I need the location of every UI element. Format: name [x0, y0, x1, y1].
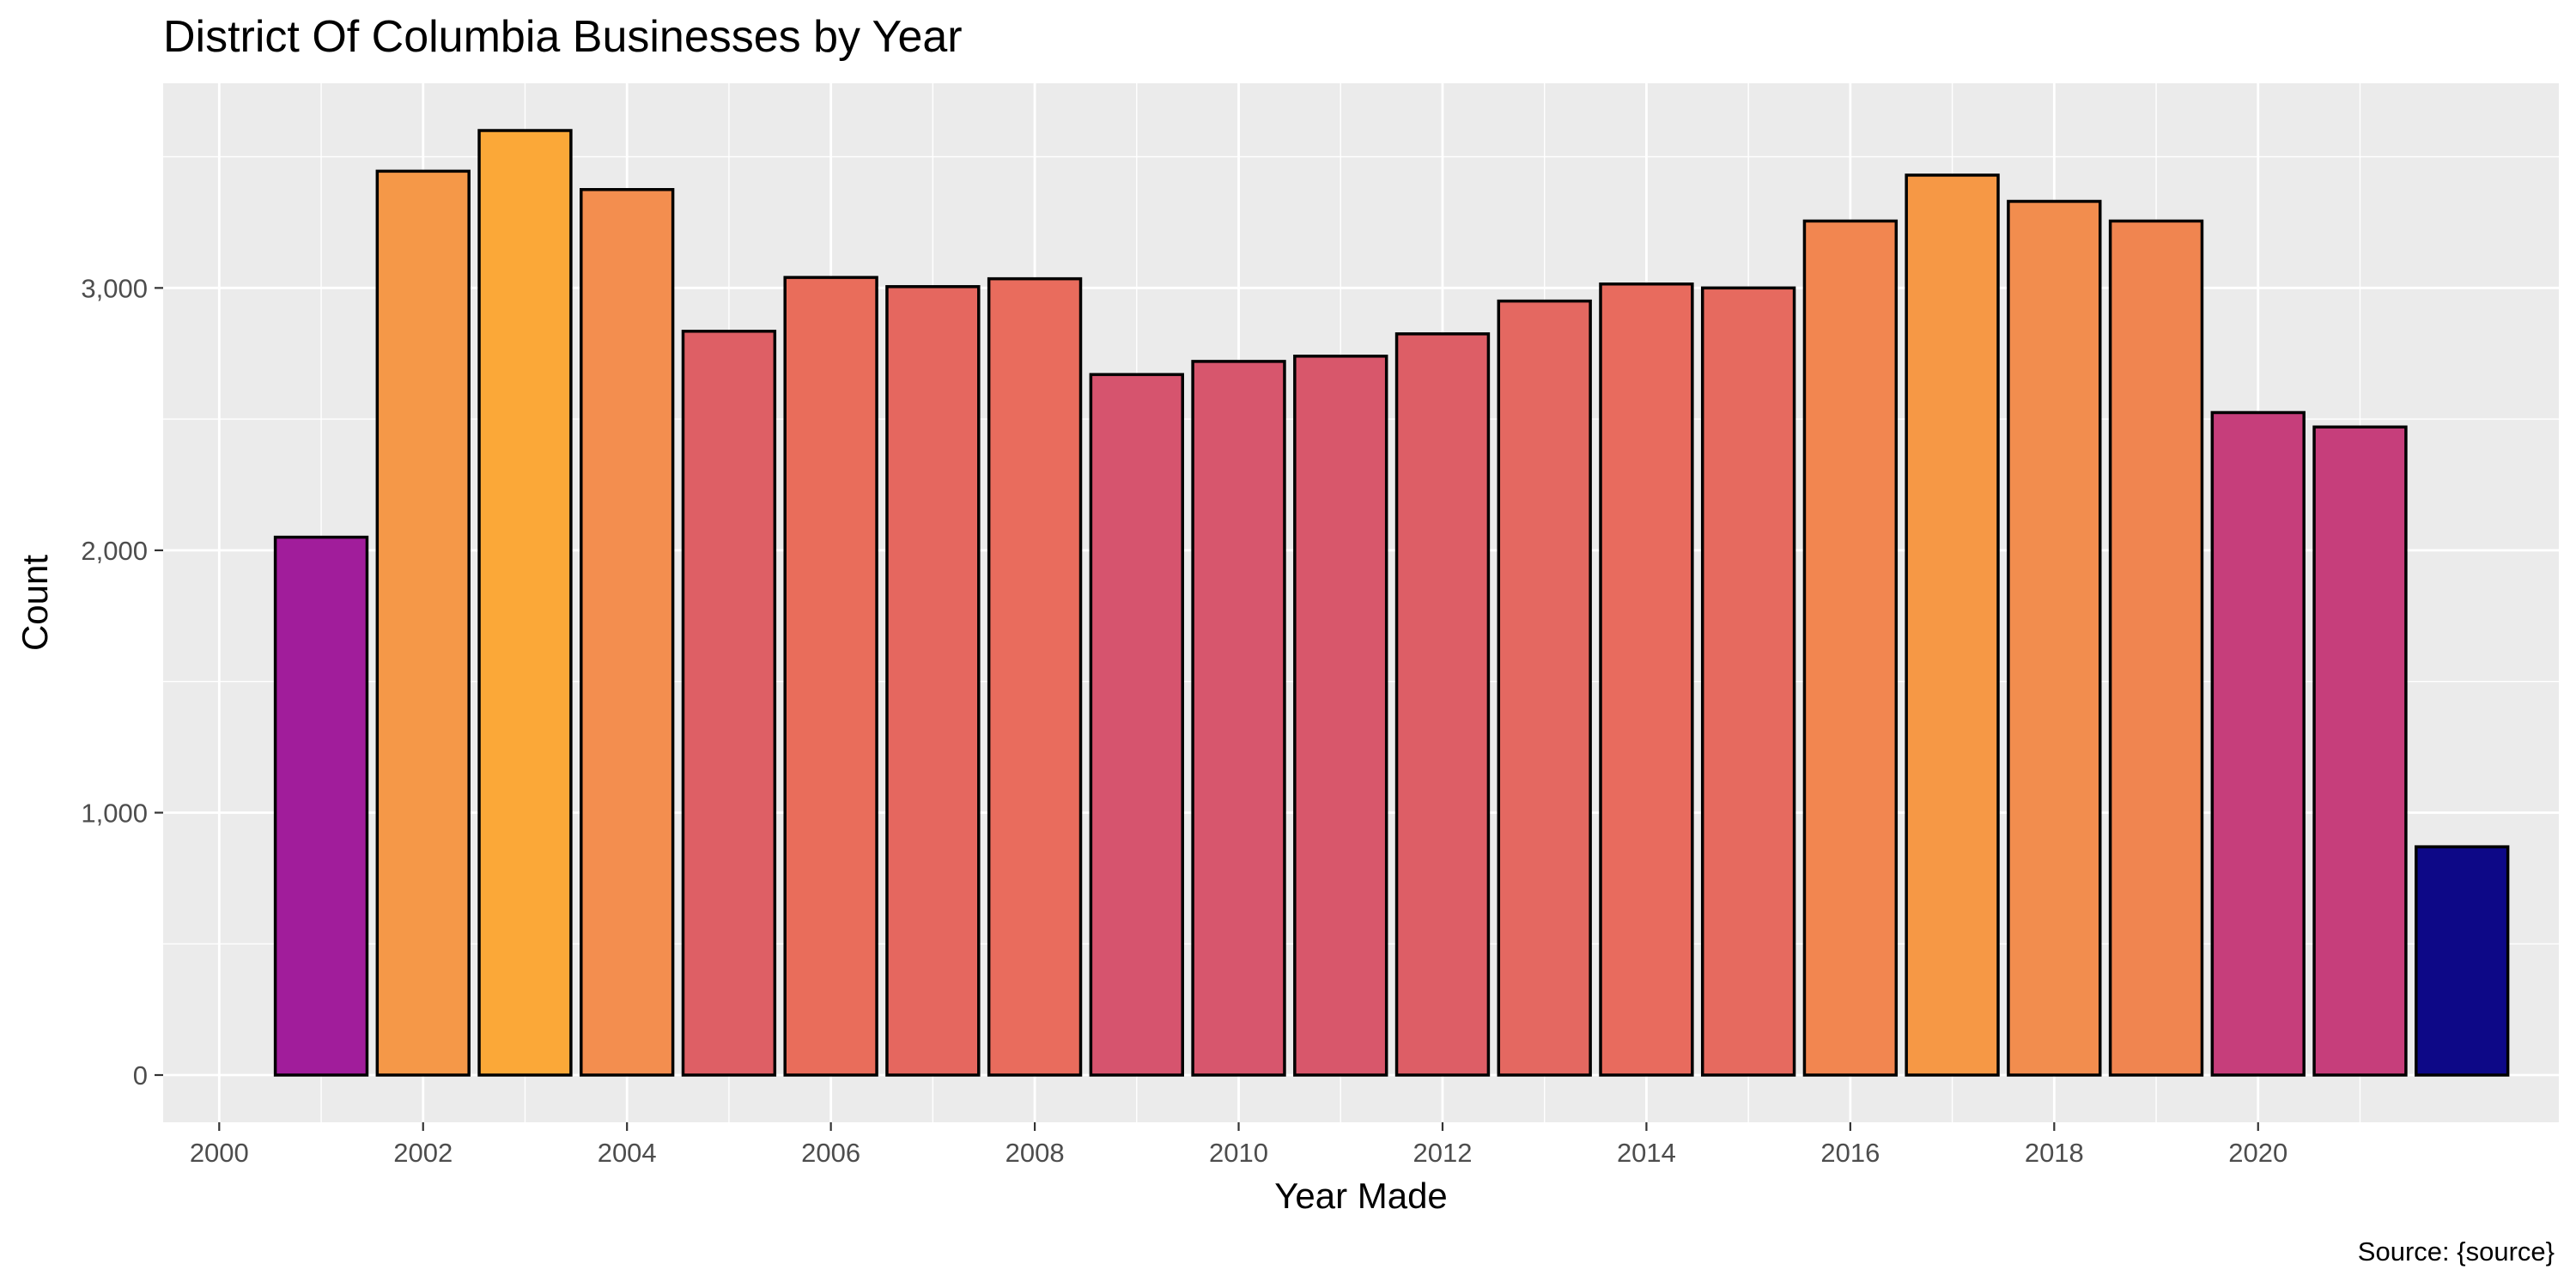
y-tick-label: 1,000 [81, 798, 148, 828]
x-tick-label: 2006 [801, 1138, 860, 1168]
bar-2005 [681, 330, 777, 1077]
bars [273, 129, 2510, 1077]
x-tick-label: 2012 [1413, 1138, 1472, 1168]
bar-2004 [580, 188, 675, 1077]
bar-2007 [885, 285, 981, 1077]
bar-2003 [477, 129, 573, 1077]
x-tick-label: 2010 [1209, 1138, 1268, 1168]
x-tick-label: 2000 [190, 1138, 249, 1168]
bar-2002 [375, 169, 471, 1077]
x-tick-label: 2004 [598, 1138, 657, 1168]
y-axis-title: Count [15, 555, 55, 651]
x-tick-label: 2020 [2228, 1138, 2287, 1168]
y-tick-label: 3,000 [81, 273, 148, 303]
y-axis: 0 1,000 2,000 3,000 [81, 273, 163, 1091]
bar-2022 [2415, 845, 2510, 1077]
bar-2019 [2108, 219, 2204, 1077]
source-caption: Source: {source} [2358, 1236, 2555, 1267]
x-axis-title: Year Made [1274, 1176, 1448, 1216]
bar-2014 [1599, 283, 1694, 1077]
bar-2021 [2312, 425, 2408, 1077]
bar-2013 [1497, 299, 1592, 1077]
bar-2011 [1293, 355, 1388, 1077]
x-tick-label: 2008 [1005, 1138, 1065, 1168]
x-tick-label: 2018 [2025, 1138, 2084, 1168]
bar-2010 [1191, 360, 1286, 1077]
x-tick-label: 2002 [393, 1138, 453, 1168]
bar-2016 [1802, 219, 1899, 1077]
bar-2012 [1394, 332, 1491, 1077]
bar-2018 [2007, 199, 2102, 1077]
x-tick-label: 2016 [1820, 1138, 1880, 1168]
x-tick-label: 2014 [1617, 1138, 1676, 1168]
bar-2015 [1700, 286, 1796, 1077]
y-tick-label: 2,000 [81, 536, 148, 566]
bar-2009 [1089, 373, 1184, 1077]
bar-2006 [783, 276, 878, 1077]
y-tick-label: 0 [133, 1060, 148, 1091]
bar-2020 [2210, 410, 2306, 1077]
bar-2008 [987, 276, 1083, 1077]
bar-2017 [1905, 173, 2000, 1077]
chart-title: District Of Columbia Businesses by Year [163, 12, 963, 62]
bar-2001 [273, 535, 369, 1077]
x-axis: 2000 2002 2004 2006 2008 2010 2012 2014 2016 2018… [190, 1122, 2287, 1168]
